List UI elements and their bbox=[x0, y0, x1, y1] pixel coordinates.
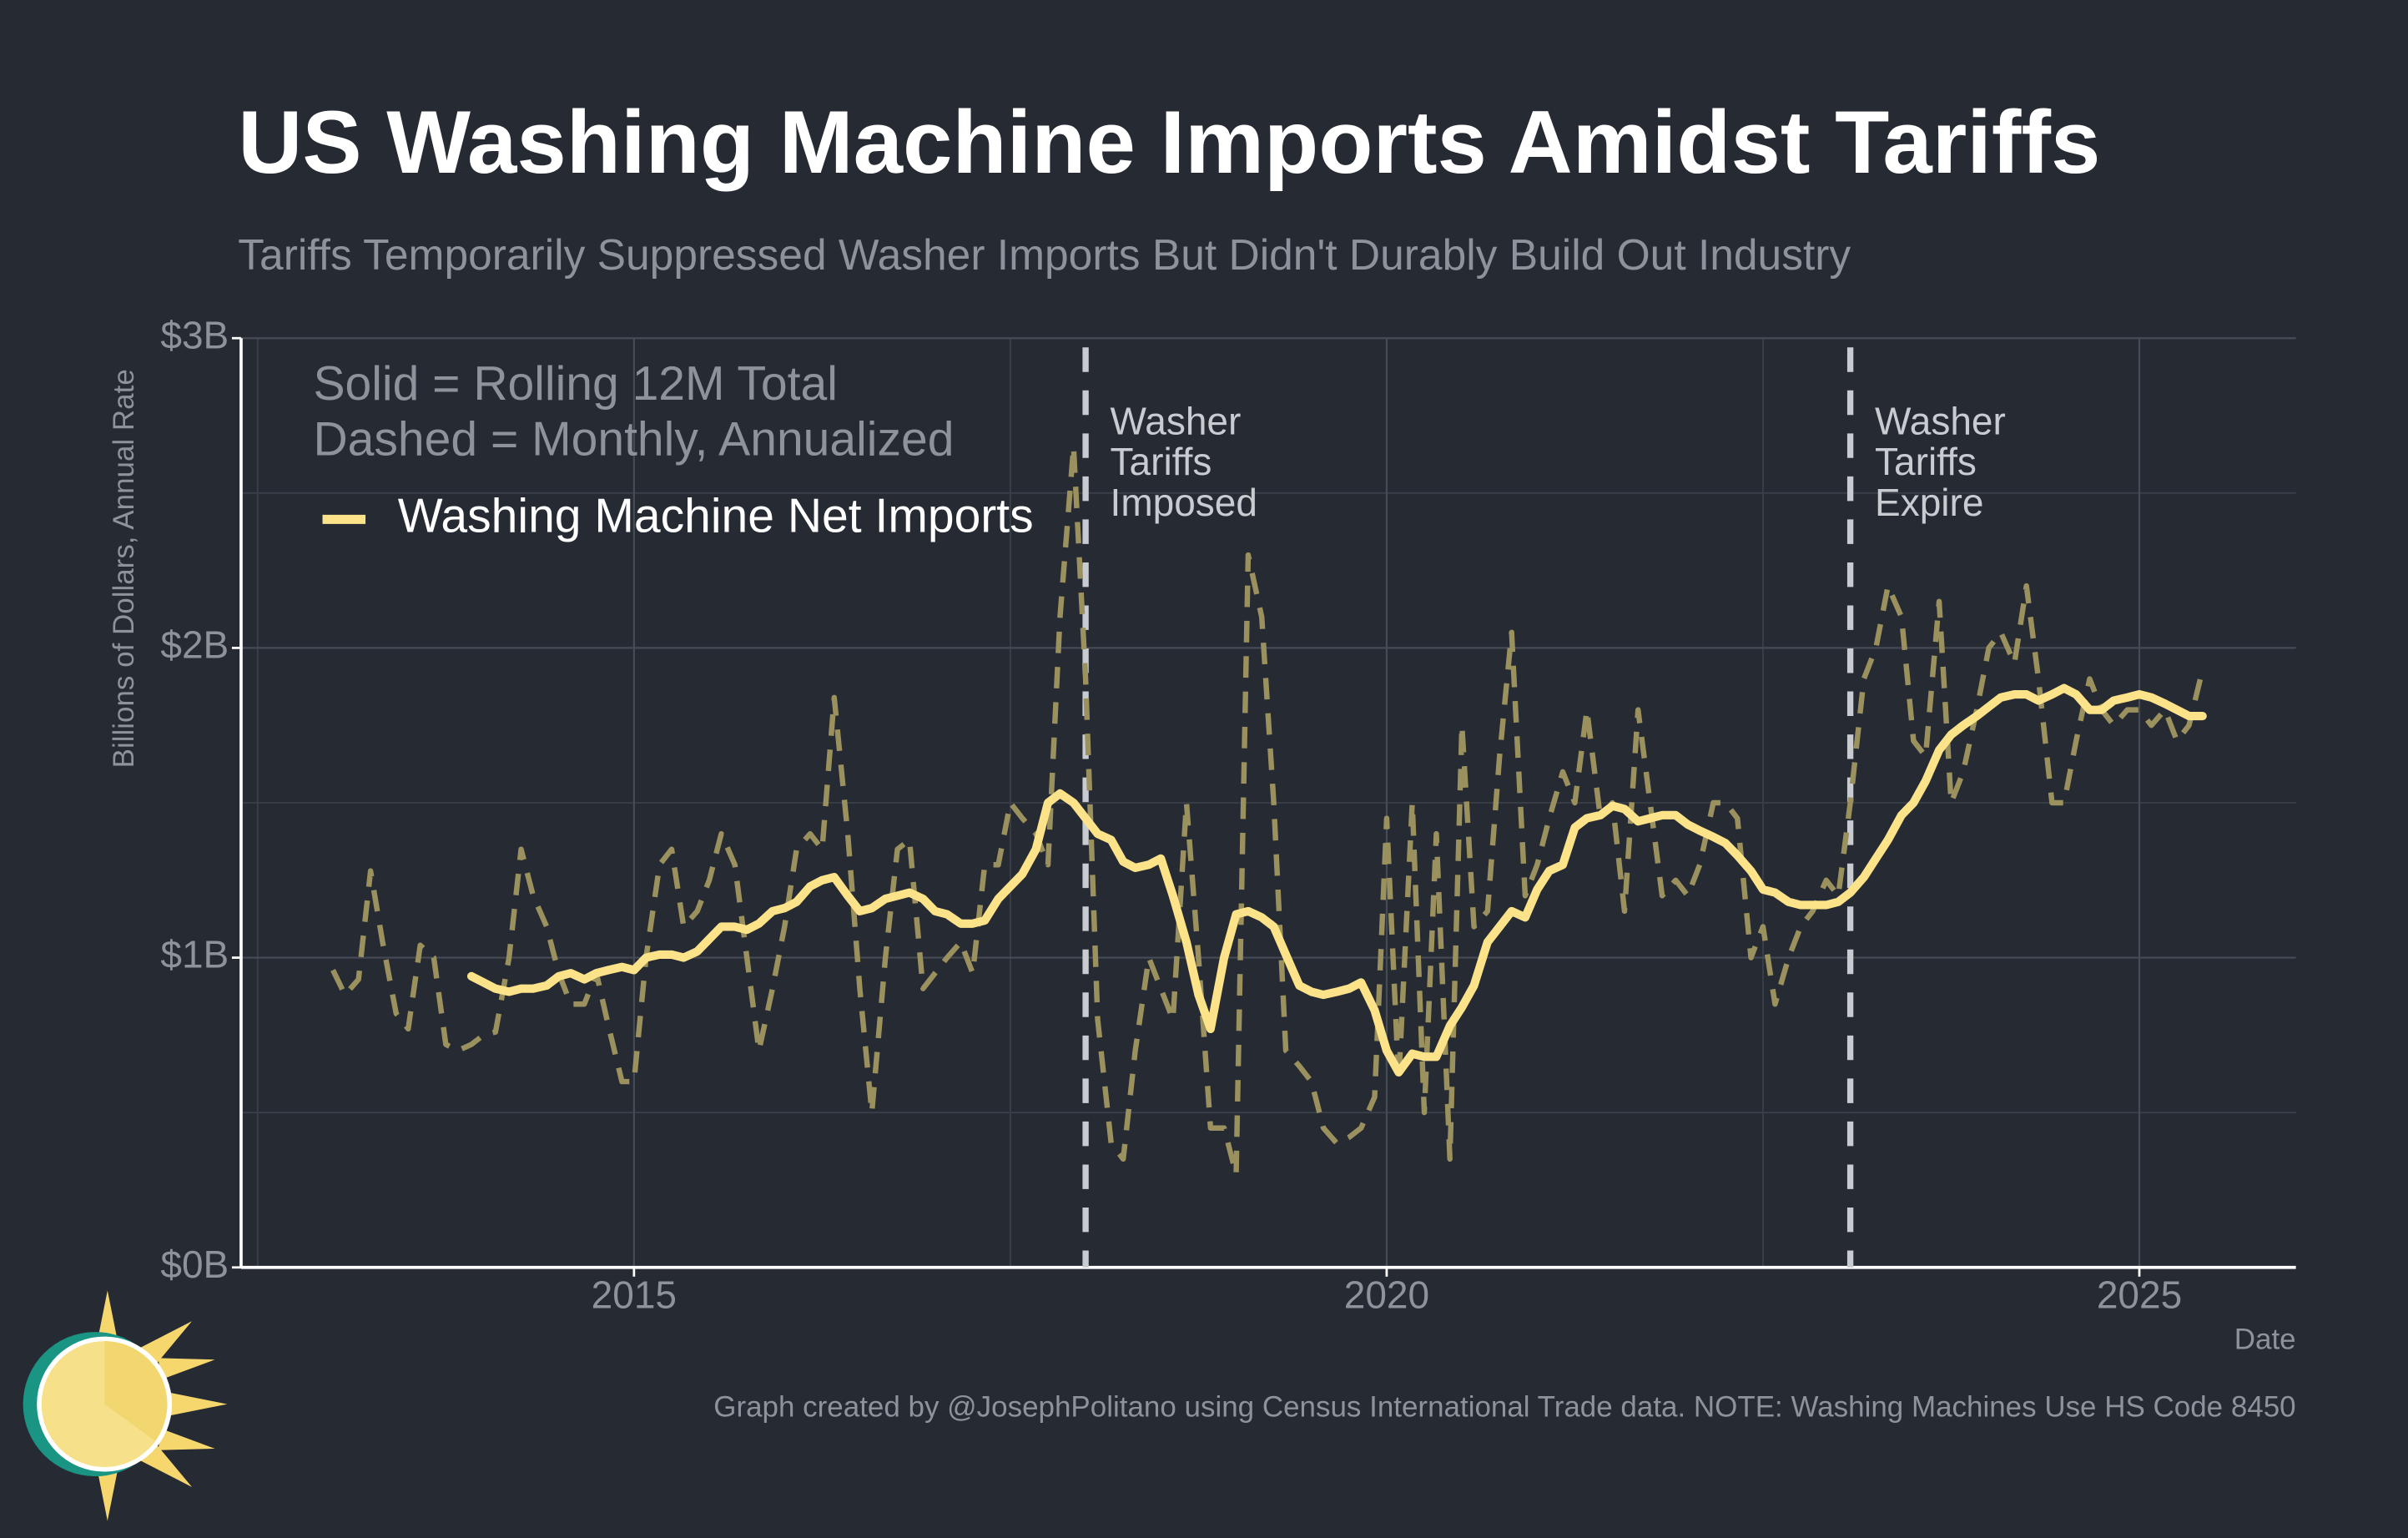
x-axis-label: Date bbox=[2234, 1323, 2296, 1355]
y-tick-label: $2B bbox=[160, 623, 229, 667]
footer: Graph created by @JosephPolitano using C… bbox=[713, 1390, 2295, 1423]
x-tick-label: 2020 bbox=[1344, 1273, 1429, 1317]
chart-title: US Washing Machine Imports Amidst Tariff… bbox=[238, 92, 2100, 192]
legend-note: Solid = Rolling 12M Total bbox=[313, 357, 837, 411]
y-axis-label: Billions of Dollars, Annual Rate bbox=[108, 369, 140, 768]
y-tick-label: $1B bbox=[160, 933, 229, 976]
legend-note: Dashed = Monthly, Annualized bbox=[313, 412, 954, 466]
legend-label: Washing Machine Net Imports bbox=[398, 489, 1034, 542]
x-tick-label: 2015 bbox=[592, 1273, 677, 1317]
logo bbox=[23, 1290, 228, 1521]
solid-line bbox=[466, 683, 2207, 1077]
x-tick-label: 2025 bbox=[2097, 1273, 2182, 1317]
event-label: Washer bbox=[1111, 399, 1242, 442]
event-label: Imposed bbox=[1111, 481, 1257, 524]
event-label: Washer bbox=[1875, 399, 2006, 442]
y-tick-label: $3B bbox=[160, 313, 229, 356]
y-tick-label: $0B bbox=[160, 1243, 229, 1286]
event-label: Tariffs bbox=[1111, 440, 1212, 483]
event-label: Expire bbox=[1875, 481, 1983, 524]
chart-subtitle: Tariffs Temporarily Suppressed Washer Im… bbox=[238, 230, 1851, 279]
event-label: Tariffs bbox=[1875, 440, 1977, 483]
